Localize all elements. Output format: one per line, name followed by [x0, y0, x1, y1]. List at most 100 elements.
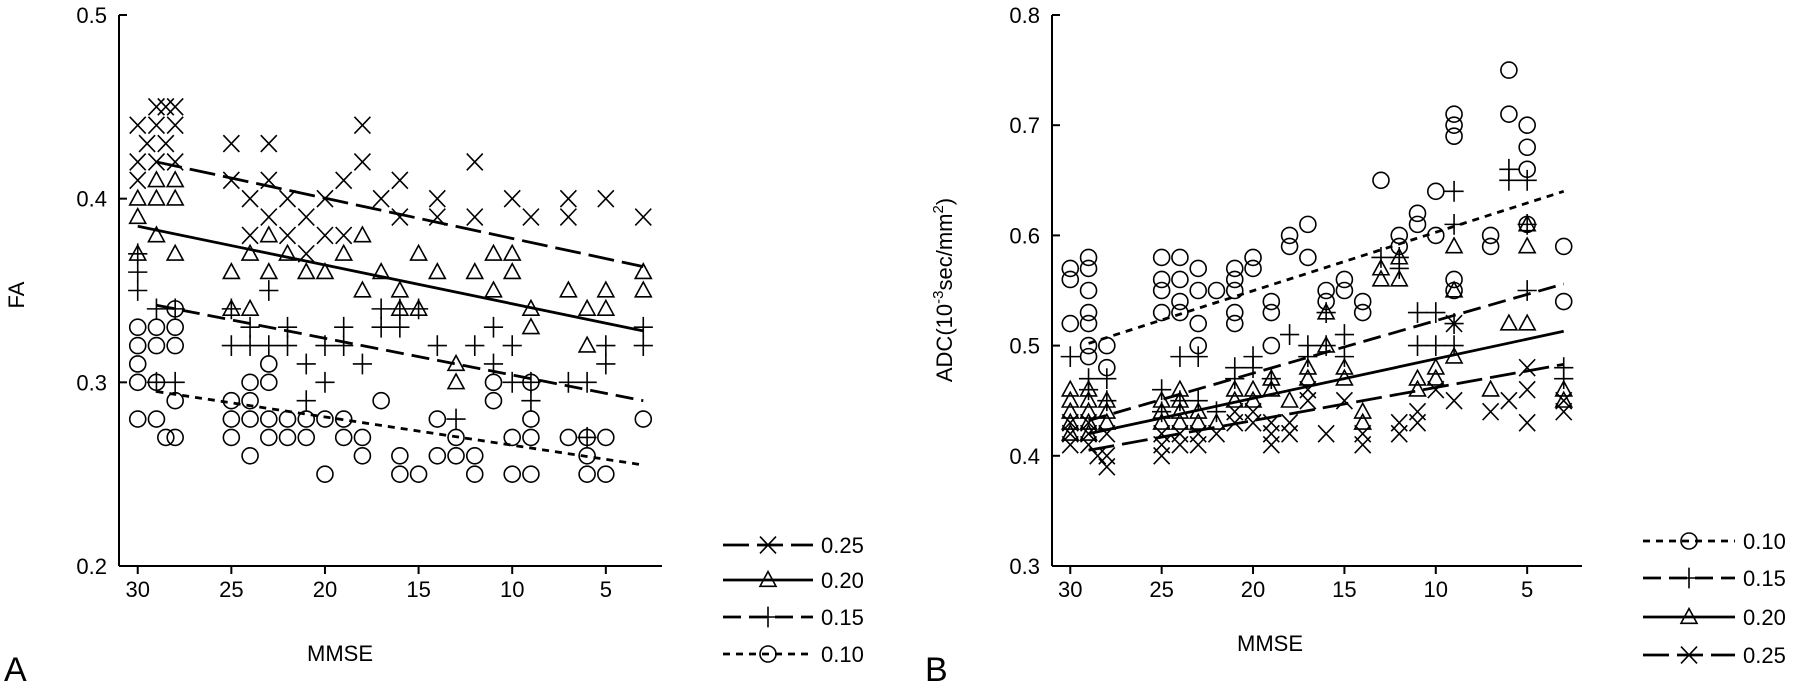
data-point — [1207, 281, 1226, 300]
x-axis-label: MMSE — [1237, 631, 1303, 656]
data-point — [1079, 401, 1098, 419]
legend-label: 0.10 — [821, 642, 864, 667]
data-point — [1152, 379, 1172, 401]
data-point — [129, 152, 147, 171]
data-point — [1335, 270, 1354, 289]
data-point — [390, 316, 410, 338]
data-point — [427, 262, 447, 280]
data-point — [1554, 379, 1574, 397]
series-0-20 — [128, 170, 653, 390]
data-point — [240, 298, 260, 316]
x-tick-label: 25 — [219, 577, 243, 602]
legend: 0.25 0.20 0.15 0.10 — [723, 533, 864, 667]
data-point — [1444, 280, 1464, 298]
data-point — [1426, 226, 1445, 245]
y-axis-label: ADC(10-3sec/mm2) — [930, 198, 957, 382]
data-point — [371, 316, 391, 338]
data-point — [596, 280, 616, 298]
data-point — [128, 336, 147, 355]
data-point — [147, 116, 166, 135]
data-point — [166, 428, 184, 447]
data-point — [428, 208, 446, 226]
data-point — [277, 316, 298, 338]
data-point — [128, 261, 148, 283]
data-point — [1481, 226, 1500, 245]
trend-line — [1088, 362, 1564, 452]
data-point — [128, 318, 147, 337]
data-point — [1517, 236, 1537, 254]
data-point — [1079, 303, 1098, 322]
data-point — [1098, 336, 1116, 355]
data-point — [1262, 435, 1280, 454]
data-point — [353, 446, 372, 465]
data-point — [1298, 368, 1318, 386]
data-point — [1408, 204, 1427, 223]
x-tick-label: 25 — [1149, 577, 1173, 602]
data-point — [522, 208, 540, 226]
data-point — [427, 335, 447, 356]
data-point — [1060, 423, 1080, 441]
data-point — [522, 428, 540, 447]
data-point — [1061, 314, 1080, 333]
data-point — [521, 298, 541, 316]
data-point — [522, 410, 540, 428]
data-point — [221, 298, 241, 320]
data-point — [1500, 105, 1518, 123]
legend-entry: 0.25 — [723, 533, 864, 558]
data-point — [147, 225, 166, 243]
data-point — [260, 208, 278, 226]
data-point — [128, 373, 147, 392]
data-point — [296, 353, 316, 375]
legend-label: 0.15 — [1743, 566, 1786, 591]
data-point — [1427, 380, 1445, 399]
data-point — [1426, 302, 1446, 323]
x-tick-label: 30 — [125, 577, 149, 602]
data-point — [1079, 412, 1098, 430]
data-point — [157, 134, 175, 153]
data-point — [165, 371, 185, 393]
data-point — [1225, 390, 1245, 408]
data-point — [147, 152, 166, 171]
data-point — [128, 410, 147, 428]
data-point — [1407, 302, 1428, 323]
data-point — [465, 465, 484, 483]
data-point — [222, 391, 241, 410]
data-point — [1389, 247, 1409, 265]
data-point — [484, 373, 503, 392]
data-point — [1079, 379, 1098, 397]
data-point — [296, 262, 316, 280]
data-point — [1280, 390, 1299, 408]
data-point — [428, 189, 446, 208]
data-point — [297, 428, 316, 447]
data-point — [1280, 237, 1299, 256]
data-point — [577, 427, 597, 448]
data-point — [1170, 390, 1190, 408]
y-tick-label: 0.2 — [76, 554, 107, 579]
data-point — [1408, 215, 1427, 234]
data-point — [633, 335, 653, 356]
data-point — [465, 446, 484, 465]
axes: 0.3 0.4 0.5 0.6 0.7 0.8 30 25 20 15 10 5 — [1009, 3, 1582, 602]
x-tick-label: 15 — [1332, 577, 1356, 602]
data-point — [1279, 324, 1300, 345]
data-point — [147, 336, 166, 355]
data-point — [1079, 435, 1098, 454]
data-point — [391, 171, 409, 190]
data-point — [297, 208, 315, 226]
legend-label: 0.20 — [1743, 605, 1786, 630]
data-point — [241, 226, 259, 245]
data-point — [1444, 213, 1464, 235]
data-point — [241, 373, 259, 392]
data-point — [1061, 435, 1079, 454]
data-point — [1500, 391, 1518, 410]
data-point — [1152, 270, 1171, 289]
data-point — [1482, 402, 1500, 421]
data-point — [1408, 413, 1427, 432]
data-point — [278, 243, 297, 261]
data-point — [165, 170, 185, 188]
data-point — [1262, 303, 1281, 322]
data-point — [1188, 390, 1208, 412]
data-point — [1281, 424, 1299, 443]
data-point — [1189, 281, 1208, 300]
data-point — [1554, 390, 1574, 408]
